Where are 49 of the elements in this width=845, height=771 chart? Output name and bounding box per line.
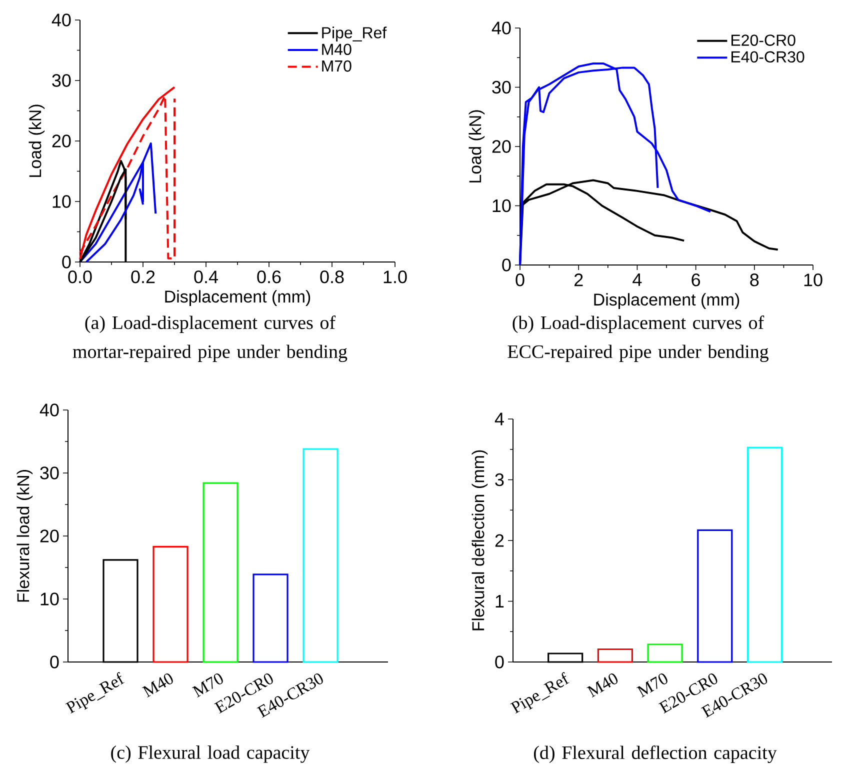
x-tick-label: 4 xyxy=(632,274,642,286)
x-tick-label: 0.0 xyxy=(68,270,92,284)
x-tick-label: 6 xyxy=(692,274,700,286)
y-tick-label: 20 xyxy=(492,140,511,153)
y-tick-label: 30 xyxy=(52,74,71,87)
legend-label: E20-CR0 xyxy=(731,34,796,46)
y-axis-title: Flexural deflection (mm) xyxy=(472,450,488,630)
x-tick-label: 0.4 xyxy=(194,270,218,284)
text: (a) Load-displacement curves of mortar-repaired pipe under bending xyxy=(72,316,348,362)
text: (c) Flexural load capacity xyxy=(111,746,310,763)
x-tick-label: 0.2 xyxy=(131,270,155,284)
y-axis-title: Load (kN) xyxy=(468,110,485,182)
x-axis-title: Displacement (mm) xyxy=(165,290,310,306)
y-tick-label: 3 xyxy=(495,473,504,486)
y-tick-label: 40 xyxy=(492,22,511,34)
x-tick-label: M40 xyxy=(142,673,173,698)
legend-label: E40-CR30 xyxy=(731,51,804,63)
y-tick-label: 0 xyxy=(495,656,504,668)
legend-label: Pipe_Ref xyxy=(322,26,387,42)
legend-label: M40 xyxy=(322,44,352,56)
y-tick-label: 30 xyxy=(40,466,59,480)
y-axis-title: Load (kN) xyxy=(28,104,45,177)
y-tick-label: 20 xyxy=(52,134,71,148)
x-tick-label: 10 xyxy=(804,274,822,286)
y-axis-title: Flexural load (kN) xyxy=(16,470,33,602)
x-axis-title: Displacement (mm) xyxy=(594,293,740,309)
x-tick-label: 1.0 xyxy=(384,270,407,284)
y-tick-label: 10 xyxy=(40,592,59,606)
y-tick-label: 0 xyxy=(50,656,59,668)
x-tick-label: 2 xyxy=(574,274,583,286)
y-tick-label: 30 xyxy=(492,80,511,94)
y-tick-label: 1 xyxy=(496,595,504,608)
y-tick-label: 0 xyxy=(62,256,71,268)
x-tick-label: M40 xyxy=(586,673,618,698)
x-tick-label: 8 xyxy=(750,274,759,286)
y-tick-label: 2 xyxy=(495,534,504,547)
x-tick-label: 0.6 xyxy=(257,270,281,284)
x-tick-label: 0.8 xyxy=(320,270,344,284)
legend-label: M70 xyxy=(322,60,352,72)
y-tick-label: 0 xyxy=(502,258,511,272)
text: (d) Flexural deflection capacity xyxy=(534,746,777,764)
y-tick-label: 10 xyxy=(52,195,71,208)
text: (b) Load-displacement curves of ECC-repaired pipe under bending xyxy=(508,316,768,362)
x-tick-label: 0 xyxy=(516,274,524,286)
y-tick-label: 20 xyxy=(40,530,59,542)
y-tick-label: 40 xyxy=(40,404,59,416)
y-tick-label: 10 xyxy=(492,199,511,212)
y-tick-label: 40 xyxy=(52,14,71,26)
y-tick-label: 4 xyxy=(494,412,504,426)
